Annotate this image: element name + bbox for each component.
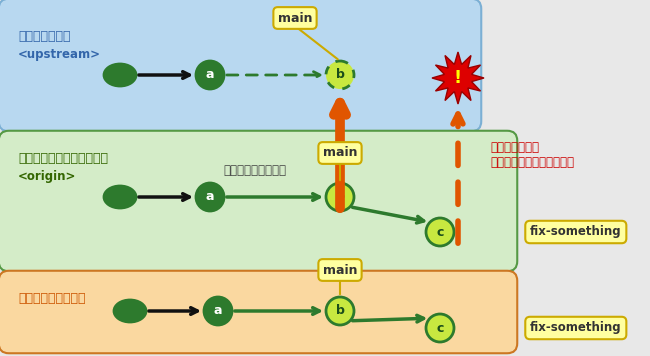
Polygon shape [432, 52, 484, 104]
Circle shape [196, 61, 224, 89]
Text: a: a [206, 190, 215, 204]
Ellipse shape [104, 186, 136, 208]
FancyBboxPatch shape [0, 271, 517, 353]
Text: a: a [206, 68, 215, 82]
Text: main: main [323, 263, 358, 277]
Text: b: b [335, 190, 345, 204]
Circle shape [326, 297, 354, 325]
FancyBboxPatch shape [0, 0, 481, 131]
Text: !: ! [454, 69, 462, 87]
Text: <origin>: <origin> [18, 170, 77, 183]
Circle shape [196, 183, 224, 211]
Text: main: main [278, 11, 312, 25]
Text: ローカルリポジトリ: ローカルリポジトリ [18, 292, 86, 305]
Text: fix-something: fix-something [530, 321, 621, 335]
Ellipse shape [114, 300, 146, 322]
Text: b: b [335, 304, 345, 318]
Text: main: main [323, 147, 358, 159]
Text: b: b [335, 68, 345, 82]
Circle shape [326, 183, 354, 211]
Circle shape [426, 314, 454, 342]
Text: c: c [436, 321, 444, 335]
Text: マージリクエスト中: マージリクエスト中 [224, 163, 287, 177]
Text: a: a [214, 304, 222, 318]
Circle shape [326, 61, 354, 89]
FancyBboxPatch shape [0, 131, 517, 271]
Ellipse shape [104, 64, 136, 86]
Circle shape [426, 218, 454, 246]
Text: c: c [436, 225, 444, 239]
Circle shape [204, 297, 232, 325]
Text: マージ先がまだ
中央リポジトリ上に無い！: マージ先がまだ 中央リポジトリ上に無い！ [490, 141, 574, 169]
Text: <upstream>: <upstream> [18, 48, 101, 61]
Text: 中央リポジトリ: 中央リポジトリ [18, 30, 70, 43]
Text: 作業用リモートリポジトリ: 作業用リモートリポジトリ [18, 152, 108, 165]
Text: fix-something: fix-something [530, 225, 621, 239]
